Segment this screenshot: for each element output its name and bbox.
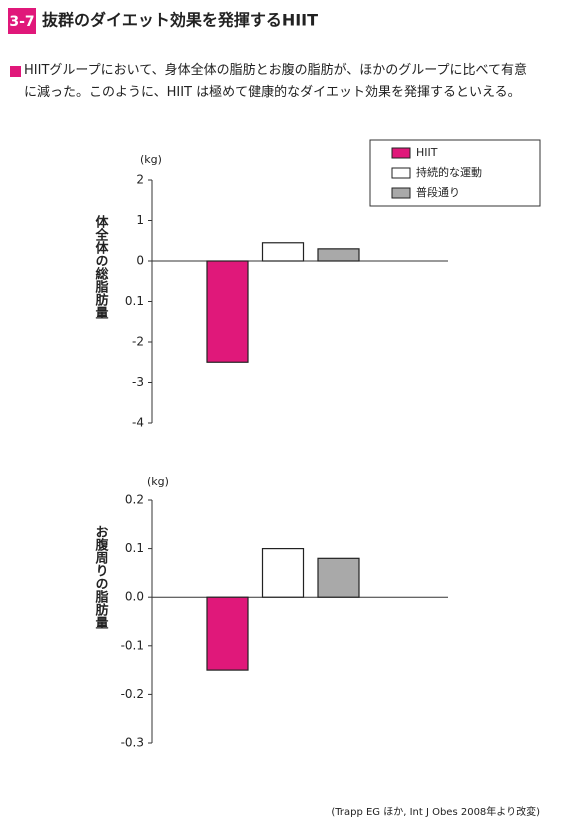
y-tick-label: 0 [136, 254, 144, 268]
y-axis-label: お腹周りの脂肪量 [93, 525, 110, 630]
legend-label: 持続的な運動 [416, 165, 482, 179]
legend-swatch [391, 167, 411, 179]
legend-swatch [391, 187, 411, 199]
legend-box [369, 139, 541, 207]
y-axis-label: 体全体の総脂肪量 [93, 214, 110, 320]
unit-label: (kg) [140, 153, 162, 166]
y-tick-label: 0.2 [125, 493, 144, 507]
y-tick-label: -0.3 [121, 736, 144, 750]
bullet [10, 66, 21, 77]
y-tick-label: -3 [132, 375, 144, 389]
bar [317, 557, 360, 598]
y-tick-label: -0.2 [121, 687, 144, 701]
y-tick-label: 0.0 [125, 590, 144, 604]
y-tick-label: 0.1 [125, 541, 144, 555]
bar [317, 248, 360, 262]
bar [206, 596, 249, 671]
source: (Trapp EG ほか, Int J Obes 2008年より改変) [331, 805, 540, 818]
y-tick-label: 2 [136, 173, 144, 187]
description: HIITグループにおいて、身体全体の脂肪とお腹の脂肪が、ほかのグループに比べて有… [24, 63, 528, 100]
unit-label: (kg) [147, 475, 169, 488]
bar [261, 242, 305, 262]
y-tick-label: -2 [132, 335, 144, 349]
legend-label: HIIT [416, 146, 438, 159]
y-tick-label: 1 [136, 213, 144, 227]
bar [206, 260, 249, 363]
bar [261, 547, 305, 598]
y-tick-label: -0.1 [121, 638, 144, 652]
y-tick-label: -4 [132, 416, 144, 430]
legend-swatch [391, 147, 411, 159]
y-tick-label: 0.1 [125, 294, 144, 308]
badge-box [8, 8, 36, 34]
badge: 3-7 [9, 14, 34, 30]
page-title: 抜群のダイエット効果を発揮するHIIT [42, 11, 318, 30]
legend-label: 普段通り [416, 185, 460, 199]
